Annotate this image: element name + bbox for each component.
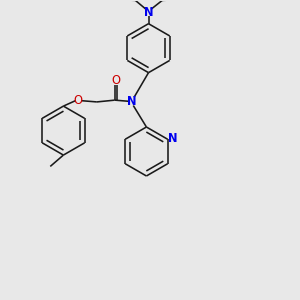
Text: O: O xyxy=(74,94,83,107)
Text: N: N xyxy=(127,95,137,108)
Text: N: N xyxy=(168,132,177,145)
Text: O: O xyxy=(111,74,120,87)
Text: N: N xyxy=(144,6,153,20)
